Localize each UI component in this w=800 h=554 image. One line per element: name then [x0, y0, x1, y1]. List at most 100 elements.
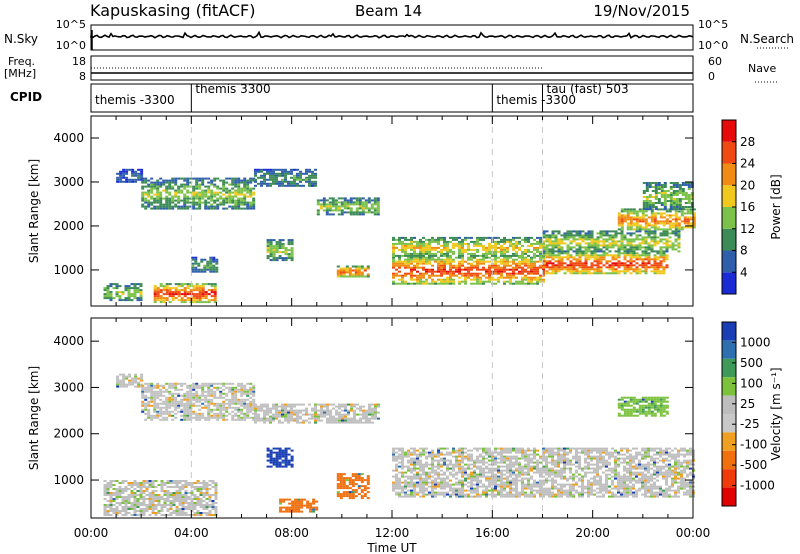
- echo-cell: [266, 409, 269, 412]
- echo-cell: [348, 487, 352, 490]
- echo-cell: [210, 295, 214, 298]
- echo-cell: [168, 384, 172, 387]
- echo-cell: [272, 247, 276, 250]
- echo-cell: [207, 301, 211, 304]
- echo-cell: [500, 270, 503, 273]
- echo-cell: [416, 473, 419, 476]
- echo-cell: [269, 455, 273, 458]
- echo-cell: [416, 256, 419, 259]
- echo-cell: [243, 177, 247, 180]
- echo-cell: [195, 283, 199, 286]
- echo-cell: [617, 262, 621, 265]
- echo-cell: [536, 270, 539, 273]
- echo-cell: [136, 283, 140, 286]
- echo-cell: [316, 199, 320, 202]
- echo-cell: [165, 189, 169, 192]
- echo-cell: [122, 180, 126, 183]
- echo-cell: [485, 268, 488, 271]
- echo-cell: [204, 193, 208, 196]
- echo-cell: [106, 486, 110, 488]
- echo-cell: [398, 248, 401, 251]
- echo-cell: [159, 410, 163, 413]
- echo-cell: [446, 240, 449, 243]
- echo-cell: [629, 268, 633, 271]
- echo-cell: [554, 266, 558, 269]
- echo-cell: [482, 282, 485, 285]
- echo-cell: [303, 504, 307, 507]
- echo-cell: [216, 185, 220, 188]
- echo-cell: [186, 179, 190, 182]
- echo-cell: [536, 250, 539, 253]
- echo-cell: [677, 210, 681, 213]
- echo-cell: [216, 382, 220, 385]
- echo-cell: [202, 494, 206, 496]
- echo-cell: [142, 490, 146, 492]
- echo-cell: [171, 404, 175, 407]
- echo-cell: [401, 453, 404, 456]
- echo-cell: [308, 182, 311, 185]
- echo-cell: [458, 268, 461, 271]
- echo-cell: [142, 510, 146, 512]
- echo-cell: [118, 295, 122, 298]
- echo-cell: [175, 496, 179, 498]
- echo-cell: [422, 242, 425, 245]
- echo-cell: [322, 205, 326, 208]
- echo-cell: [144, 418, 148, 421]
- echo-cell: [118, 510, 122, 512]
- echo-cell: [360, 479, 364, 482]
- echo-cell: [593, 270, 597, 273]
- echo-cell: [103, 297, 107, 300]
- echo-cell: [228, 400, 232, 403]
- echo-cell: [191, 266, 195, 269]
- echo-cell: [131, 168, 135, 171]
- echo-cell: [626, 248, 630, 251]
- echo-cell: [629, 228, 633, 231]
- echo-cell: [136, 510, 140, 512]
- echo-cell: [240, 201, 244, 204]
- echo-cell: [141, 390, 145, 393]
- echo-cell: [656, 264, 660, 267]
- echo-cell: [131, 381, 135, 384]
- echo-cell: [674, 210, 678, 213]
- echo-cell: [160, 506, 164, 508]
- echo-cell: [509, 278, 512, 281]
- echo-cell: [296, 411, 299, 414]
- echo-cell: [290, 259, 294, 262]
- echo-cell: [145, 498, 149, 500]
- echo-cell: [139, 498, 143, 500]
- echo-cell: [290, 182, 293, 185]
- echo-cell: [142, 496, 146, 498]
- echo-cell: [196, 502, 200, 504]
- echo-cell: [632, 224, 636, 227]
- echo-cell: [213, 301, 217, 304]
- echo-cell: [266, 405, 269, 408]
- echo-cell: [638, 218, 642, 221]
- echo-cell: [476, 250, 479, 253]
- echo-cell: [404, 252, 407, 255]
- echo-cell: [136, 484, 140, 486]
- echo-cell: [112, 283, 116, 286]
- echo-cell: [243, 183, 247, 186]
- echo-cell: [464, 274, 467, 277]
- echo-cell: [572, 264, 576, 267]
- echo-cell: [174, 388, 178, 391]
- echo-cell: [317, 415, 320, 418]
- echo-cell: [243, 181, 247, 184]
- echo-cell: [144, 191, 148, 194]
- echo-cell: [109, 496, 113, 498]
- echo-cell: [524, 250, 527, 253]
- echo-cell: [355, 211, 359, 214]
- echo-cell: [329, 403, 332, 406]
- echo-cell: [653, 238, 657, 241]
- echo-cell: [159, 203, 163, 206]
- echo-cell: [172, 486, 176, 488]
- echo-cell: [196, 480, 200, 482]
- echo-cell: [287, 453, 291, 456]
- echo-cell: [314, 176, 317, 179]
- echo-cell: [121, 500, 125, 502]
- echo-cell: [106, 512, 110, 514]
- echo-cell: [336, 483, 340, 486]
- echo-cell: [222, 179, 226, 182]
- echo-cell: [352, 197, 356, 200]
- echo-cell: [272, 417, 275, 420]
